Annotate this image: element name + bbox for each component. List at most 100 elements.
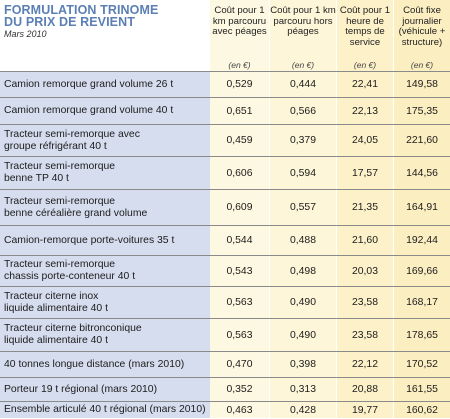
column-header-cost-hour: Coût pour 1 heure de temps de service (e… bbox=[337, 0, 393, 72]
table-row: Tracteur citerne bitronconique liquide al… bbox=[0, 319, 450, 351]
vehicle-type-line: liquide alimentaire 40 t bbox=[4, 335, 108, 346]
column-header-cost-km-without-tolls: Coût pour 1 km parcouru hors péages (en … bbox=[270, 0, 336, 72]
value-cell: 175,35 bbox=[394, 98, 450, 124]
value-cell: 170,52 bbox=[394, 352, 450, 377]
value-cell: 0,609 bbox=[210, 190, 269, 225]
value-cell: 0,606 bbox=[210, 157, 269, 189]
vehicle-type-cell: Tracteur semi-remorque benne céréalière g… bbox=[0, 190, 210, 225]
vehicle-type-line: groupe réfrigérant 40 t bbox=[4, 140, 107, 152]
column-unit: (en €) bbox=[353, 60, 377, 70]
value-cell: 23,58 bbox=[337, 287, 393, 318]
value-cell: 144,56 bbox=[394, 157, 450, 189]
row-divider bbox=[0, 377, 450, 378]
value-cell: 0,444 bbox=[270, 72, 336, 97]
vehicle-type-cell: Porteur 19 t régional (mars 2010) bbox=[0, 378, 210, 401]
column-unit: (en €) bbox=[291, 60, 315, 70]
value-cell: 221,60 bbox=[394, 125, 450, 156]
vehicle-type-line: Tracteur citerne inox bbox=[4, 290, 99, 302]
table-row: Tracteur citerne inox liquide alimentaire… bbox=[0, 287, 450, 318]
vehicle-type-line: Tracteur citerne bitronconique bbox=[4, 323, 142, 334]
vehicle-type-line: 40 tonnes longue distance (mars 2010) bbox=[4, 358, 185, 370]
value-cell: 0,563 bbox=[210, 319, 269, 351]
value-cell: 24,05 bbox=[337, 125, 393, 156]
table-row: Camion remorque grand volume 26 t 0,529 0,… bbox=[0, 72, 450, 97]
vehicle-type-line: Ensemble articulé 40 t régional (mars 20… bbox=[4, 404, 206, 415]
value-cell: 0,313 bbox=[270, 378, 336, 401]
value-cell: 0,490 bbox=[270, 319, 336, 351]
vehicle-type-line: Camion remorque grand volume 40 t bbox=[4, 105, 174, 116]
table-row: Tracteur semi-remorque avec groupe réfrig… bbox=[0, 125, 450, 156]
table-row: Ensemble articulé 40 t régional (mars 20… bbox=[0, 402, 450, 418]
value-cell: 23,58 bbox=[337, 319, 393, 351]
value-cell: 0,490 bbox=[270, 287, 336, 318]
value-cell: 21,60 bbox=[337, 226, 393, 255]
value-cell: 0,529 bbox=[210, 72, 269, 97]
vehicle-type-cell: Camion remorque grand volume 26 t bbox=[0, 72, 210, 97]
column-unit: (en €) bbox=[410, 60, 434, 70]
vehicle-type-line: benne TP 40 t bbox=[4, 173, 69, 184]
value-cell: 0,498 bbox=[270, 256, 336, 286]
row-divider bbox=[0, 71, 450, 72]
value-cell: 0,470 bbox=[210, 352, 269, 377]
table-date: Mars 2010 bbox=[4, 29, 47, 39]
row-divider bbox=[0, 124, 450, 125]
table-row: Tracteur semi-remorque chassis porte-cont… bbox=[0, 256, 450, 286]
value-cell: 19,77 bbox=[337, 402, 393, 418]
vehicle-type-line: Tracteur semi-remorque bbox=[4, 161, 116, 172]
row-divider bbox=[0, 225, 450, 226]
value-cell: 0,428 bbox=[270, 402, 336, 418]
table-row: Porteur 19 t régional (mars 2010) 0,352 0,… bbox=[0, 378, 450, 401]
column-header-cost-km-with-tolls: Coût pour 1 km parcouru avec péages (en … bbox=[210, 0, 269, 72]
value-cell: 160,62 bbox=[394, 402, 450, 418]
table-title-block: FORMULATION TRINOME DU PRIX DE REVIENT M… bbox=[4, 4, 204, 39]
row-divider bbox=[0, 401, 450, 402]
vehicle-type-line: Camion remorque grand volume 26 t bbox=[4, 78, 174, 90]
row-divider bbox=[0, 156, 450, 157]
value-cell: 178,65 bbox=[394, 319, 450, 351]
column-unit: (en €) bbox=[228, 60, 251, 70]
vehicle-type-line: Tracteur semi-remorque bbox=[4, 195, 116, 207]
value-cell: 22,13 bbox=[337, 98, 393, 124]
value-cell: 17,57 bbox=[337, 157, 393, 189]
value-cell: 192,44 bbox=[394, 226, 450, 255]
value-cell: 161,55 bbox=[394, 378, 450, 401]
value-cell: 164,91 bbox=[394, 190, 450, 225]
value-cell: 20,88 bbox=[337, 378, 393, 401]
value-cell: 0,488 bbox=[270, 226, 336, 255]
vehicle-type-line: chassis porte-conteneur 40 t bbox=[4, 271, 136, 282]
vehicle-type-line: liquide alimentaire 40 t bbox=[4, 302, 108, 314]
vehicle-type-cell: Tracteur semi-remorque chassis porte-cont… bbox=[0, 256, 210, 286]
row-divider bbox=[0, 189, 450, 190]
row-divider bbox=[0, 318, 450, 319]
value-cell: 0,398 bbox=[270, 352, 336, 377]
table-row: Camion-remorque porte-voitures 35 t 0,544… bbox=[0, 226, 450, 255]
table-row: 40 tonnes longue distance (mars 2010) 0,4… bbox=[0, 352, 450, 377]
value-cell: 22,41 bbox=[337, 72, 393, 97]
value-cell: 0,543 bbox=[210, 256, 269, 286]
vehicle-type-cell: Tracteur semi-remorque avec groupe réfrig… bbox=[0, 125, 210, 156]
value-cell: 0,544 bbox=[210, 226, 269, 255]
value-cell: 0,594 bbox=[270, 157, 336, 189]
vehicle-type-cell: Tracteur citerne inox liquide alimentaire… bbox=[0, 287, 210, 318]
value-cell: 0,563 bbox=[210, 287, 269, 318]
value-cell: 0,463 bbox=[210, 402, 269, 418]
row-divider bbox=[0, 286, 450, 287]
value-cell: 20,03 bbox=[337, 256, 393, 286]
value-cell: 149,58 bbox=[394, 72, 450, 97]
vehicle-type-cell: Camion remorque grand volume 40 t bbox=[0, 98, 210, 124]
table-row: Tracteur semi-remorque benne TP 40 t 0,606… bbox=[0, 157, 450, 189]
value-cell: 169,66 bbox=[394, 256, 450, 286]
table-row: Camion remorque grand volume 40 t 0,651 0,… bbox=[0, 98, 450, 124]
row-divider bbox=[0, 255, 450, 256]
vehicle-type-line: Camion-remorque porte-voitures 35 t bbox=[4, 234, 175, 246]
vehicle-type-cell: Tracteur semi-remorque benne TP 40 t bbox=[0, 157, 210, 189]
vehicle-type-cell: Ensemble articulé 40 t régional (mars 20… bbox=[0, 402, 210, 418]
value-cell: 0,459 bbox=[210, 125, 269, 156]
table-title-line-2: DU PRIX DE REVIENT bbox=[4, 15, 135, 29]
value-cell: 0,651 bbox=[210, 98, 269, 124]
value-cell: 0,352 bbox=[210, 378, 269, 401]
row-divider bbox=[0, 97, 450, 98]
vehicle-type-line: Porteur 19 t régional (mars 2010) bbox=[4, 383, 158, 395]
table-row: Tracteur semi-remorque benne céréalière g… bbox=[0, 190, 450, 225]
vehicle-type-line: Tracteur semi-remorque bbox=[4, 259, 116, 270]
